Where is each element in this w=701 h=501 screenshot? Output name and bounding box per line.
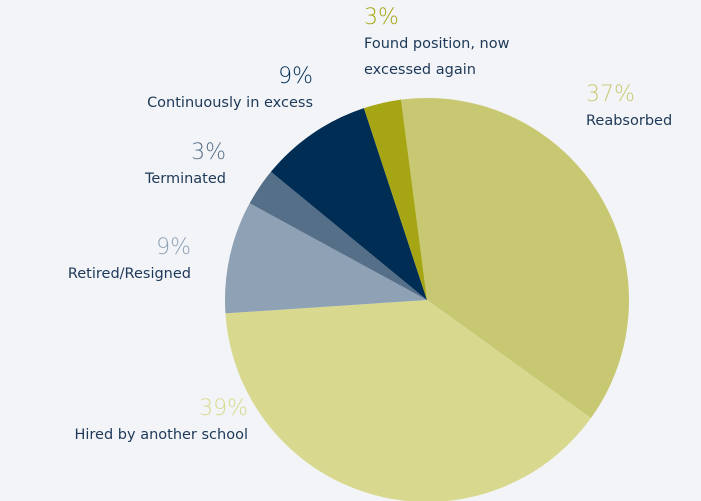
category-label: Terminated: [144, 171, 226, 187]
value-label: 9%: [278, 64, 313, 89]
pie-slice: [225, 203, 427, 314]
category-label: Continuously in excess: [147, 95, 313, 111]
value-label: 37%: [586, 82, 635, 107]
pie-slice: [363, 99, 427, 300]
category-label: Found position, now excessed again: [364, 36, 510, 78]
pie-slice: [400, 98, 629, 419]
pie-slice: [270, 108, 427, 300]
value-label: 3%: [364, 5, 399, 30]
category-label: Hired by another school: [74, 427, 248, 443]
category-label: Retired/Resigned: [67, 266, 191, 282]
pie-slice: [225, 300, 591, 501]
pie-slice: [249, 171, 427, 300]
value-label: 9%: [156, 235, 191, 260]
value-label: 39%: [199, 396, 248, 421]
value-label: 3%: [191, 140, 226, 165]
category-label: Reabsorbed: [586, 113, 673, 129]
